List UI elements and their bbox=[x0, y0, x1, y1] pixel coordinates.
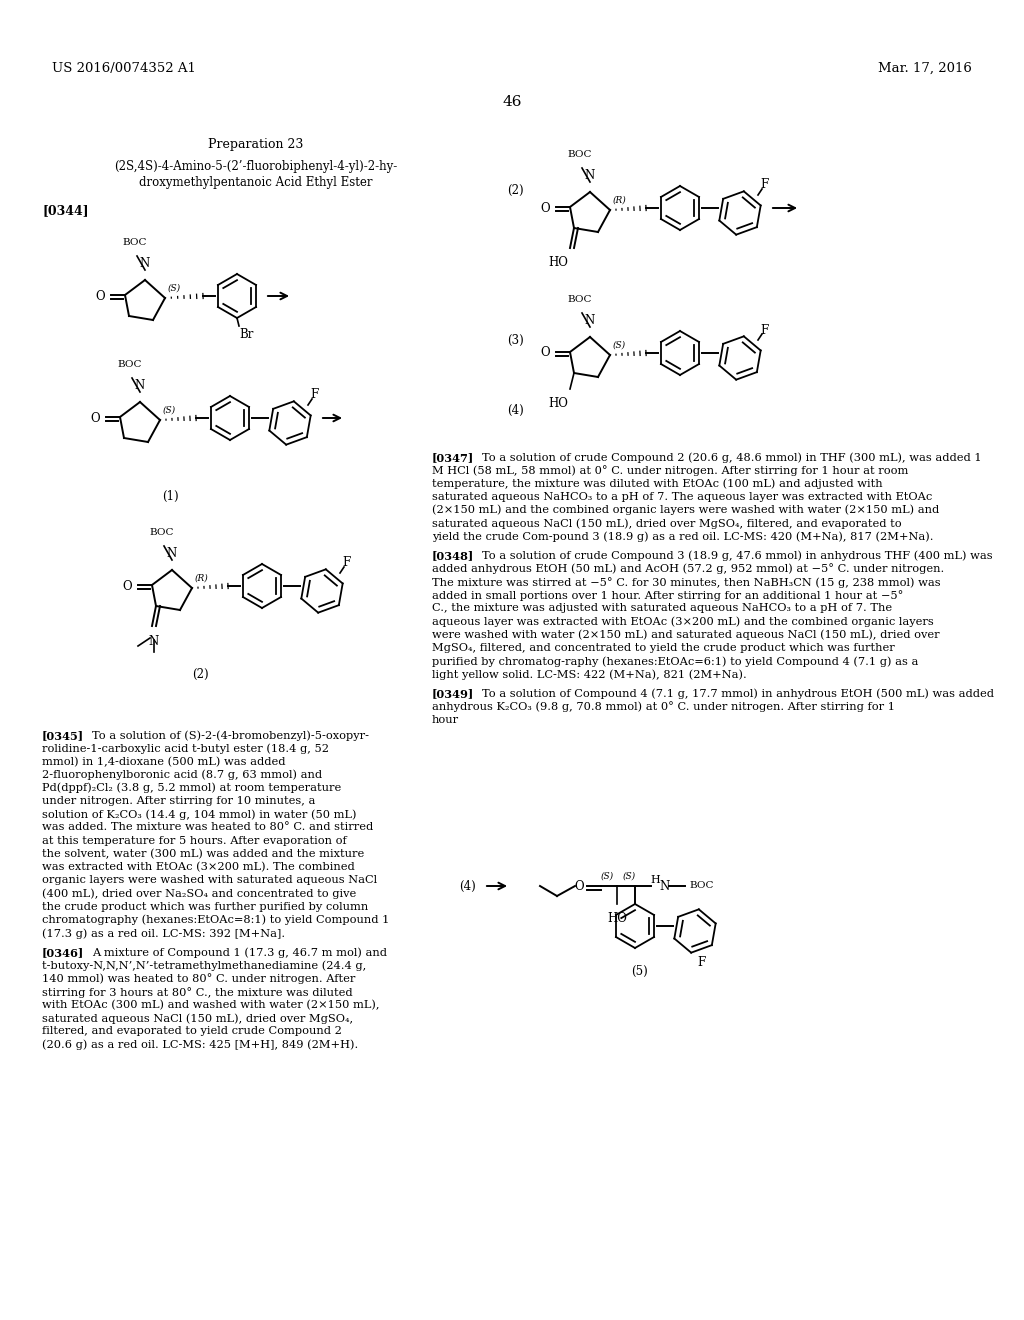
Text: purified by chromatog-raphy (hexanes:EtOAc=6:1) to yield Compound 4 (7.1 g) as a: purified by chromatog-raphy (hexanes:EtO… bbox=[432, 656, 919, 667]
Text: (S): (S) bbox=[613, 341, 626, 350]
Text: solution of K₂CO₃ (14.4 g, 104 mmol) in water (50 mL): solution of K₂CO₃ (14.4 g, 104 mmol) in … bbox=[42, 809, 356, 820]
Text: BOC: BOC bbox=[567, 150, 592, 158]
Text: was extracted with EtOAc (3×200 mL). The combined: was extracted with EtOAc (3×200 mL). The… bbox=[42, 862, 354, 873]
Text: [0345]: [0345] bbox=[42, 730, 84, 741]
Text: (20.6 g) as a red oil. LC-MS: 425 [M+H], 849 (2M+H).: (20.6 g) as a red oil. LC-MS: 425 [M+H],… bbox=[42, 1040, 358, 1051]
Text: light yellow solid. LC-MS: 422 (M+Na), 821 (2M+Na).: light yellow solid. LC-MS: 422 (M+Na), 8… bbox=[432, 669, 746, 680]
Text: (S): (S) bbox=[623, 871, 636, 880]
Text: were washed with water (2×150 mL) and saturated aqueous NaCl (150 mL), dried ove: were washed with water (2×150 mL) and sa… bbox=[432, 630, 940, 640]
Text: BOC: BOC bbox=[689, 882, 714, 891]
Text: O: O bbox=[95, 289, 105, 302]
Text: 46: 46 bbox=[502, 95, 522, 110]
Text: F: F bbox=[760, 178, 768, 191]
Text: [0349]: [0349] bbox=[432, 689, 474, 700]
Text: BOC: BOC bbox=[118, 360, 142, 370]
Text: O: O bbox=[90, 412, 100, 425]
Text: (400 mL), dried over Na₂SO₄ and concentrated to give: (400 mL), dried over Na₂SO₄ and concentr… bbox=[42, 888, 356, 899]
Text: (S): (S) bbox=[163, 405, 176, 414]
Text: BOC: BOC bbox=[123, 238, 147, 247]
Text: To a solution of Compound 4 (7.1 g, 17.7 mmol) in anhydrous EtOH (500 mL) was ad: To a solution of Compound 4 (7.1 g, 17.7… bbox=[482, 689, 994, 700]
Text: saturated aqueous NaCl (150 mL), dried over MgSO₄, filtered, and evaporated to: saturated aqueous NaCl (150 mL), dried o… bbox=[432, 517, 901, 528]
Text: BOC: BOC bbox=[567, 294, 592, 304]
Text: under nitrogen. After stirring for 10 minutes, a: under nitrogen. After stirring for 10 mi… bbox=[42, 796, 315, 807]
Text: (4): (4) bbox=[460, 879, 476, 892]
Text: droxymethylpentanoic Acid Ethyl Ester: droxymethylpentanoic Acid Ethyl Ester bbox=[139, 176, 373, 189]
Text: O: O bbox=[574, 879, 584, 892]
Text: C., the mixture was adjusted with saturated aqueous NaHCO₃ to a pH of 7. The: C., the mixture was adjusted with satura… bbox=[432, 603, 892, 614]
Text: H: H bbox=[650, 875, 659, 884]
Text: yield the crude Com-pound 3 (18.9 g) as a red oil. LC-MS: 420 (M+Na), 817 (2M+Na: yield the crude Com-pound 3 (18.9 g) as … bbox=[432, 531, 934, 541]
Text: (1): (1) bbox=[162, 490, 178, 503]
Text: N: N bbox=[659, 879, 670, 892]
Text: HO: HO bbox=[548, 397, 568, 411]
Text: aqueous layer was extracted with EtOAc (3×200 mL) and the combined organic layer: aqueous layer was extracted with EtOAc (… bbox=[432, 616, 934, 627]
Text: (2×150 mL) and the combined organic layers were washed with water (2×150 mL) and: (2×150 mL) and the combined organic laye… bbox=[432, 504, 939, 515]
Text: (4): (4) bbox=[507, 404, 523, 417]
Text: (5): (5) bbox=[632, 965, 648, 978]
Text: To a solution of crude Compound 2 (20.6 g, 48.6 mmol) in THF (300 mL), was added: To a solution of crude Compound 2 (20.6 … bbox=[482, 451, 982, 462]
Text: F: F bbox=[342, 557, 350, 569]
Text: N: N bbox=[167, 546, 177, 560]
Text: (2): (2) bbox=[507, 183, 523, 197]
Text: HO: HO bbox=[548, 256, 568, 269]
Text: O: O bbox=[123, 579, 132, 593]
Text: saturated aqueous NaCl (150 mL), dried over MgSO₄,: saturated aqueous NaCl (150 mL), dried o… bbox=[42, 1014, 353, 1024]
Text: temperature, the mixture was diluted with EtOAc (100 mL) and adjusted with: temperature, the mixture was diluted wit… bbox=[432, 478, 883, 488]
Text: t-butoxy-N,N,N’,N’-tetramethylmethanediamine (24.4 g,: t-butoxy-N,N,N’,N’-tetramethylmethanedia… bbox=[42, 961, 367, 972]
Text: (R): (R) bbox=[613, 195, 627, 205]
Text: N: N bbox=[135, 379, 145, 392]
Text: O: O bbox=[541, 202, 550, 214]
Text: mmol) in 1,4-dioxane (500 mL) was added: mmol) in 1,4-dioxane (500 mL) was added bbox=[42, 756, 286, 767]
Text: was added. The mixture was heated to 80° C. and stirred: was added. The mixture was heated to 80°… bbox=[42, 822, 374, 833]
Text: MgSO₄, filtered, and concentrated to yield the crude product which was further: MgSO₄, filtered, and concentrated to yie… bbox=[432, 643, 895, 653]
Text: (R): (R) bbox=[195, 573, 209, 582]
Text: F: F bbox=[760, 323, 768, 337]
Text: with EtOAc (300 mL) and washed with water (2×150 mL),: with EtOAc (300 mL) and washed with wate… bbox=[42, 1001, 380, 1010]
Text: N: N bbox=[585, 169, 595, 182]
Text: A mixture of Compound 1 (17.3 g, 46.7 m mol) and: A mixture of Compound 1 (17.3 g, 46.7 m … bbox=[92, 948, 387, 958]
Text: 2-fluorophenylboronic acid (8.7 g, 63 mmol) and: 2-fluorophenylboronic acid (8.7 g, 63 mm… bbox=[42, 770, 323, 780]
Text: M HCl (58 mL, 58 mmol) at 0° C. under nitrogen. After stirring for 1 hour at roo: M HCl (58 mL, 58 mmol) at 0° C. under ni… bbox=[432, 465, 908, 477]
Text: hour: hour bbox=[432, 715, 459, 725]
Text: Br: Br bbox=[239, 327, 253, 341]
Text: chromatography (hexanes:EtOAc=8:1) to yield Compound 1: chromatography (hexanes:EtOAc=8:1) to yi… bbox=[42, 915, 389, 925]
Text: [0344]: [0344] bbox=[42, 205, 89, 216]
Text: the crude product which was further purified by column: the crude product which was further puri… bbox=[42, 902, 369, 912]
Text: The mixture was stirred at −5° C. for 30 minutes, then NaBH₃CN (15 g, 238 mmol) : The mixture was stirred at −5° C. for 30… bbox=[432, 577, 941, 587]
Text: F: F bbox=[697, 957, 706, 969]
Text: (2): (2) bbox=[191, 668, 208, 681]
Text: added in small portions over 1 hour. After stirring for an additional 1 hour at : added in small portions over 1 hour. Aft… bbox=[432, 590, 903, 601]
Text: HO: HO bbox=[607, 912, 627, 925]
Text: N: N bbox=[148, 635, 159, 648]
Text: (2S,4S)-4-Amino-5-(2’-fluorobiphenyl-4-yl)-2-hy-: (2S,4S)-4-Amino-5-(2’-fluorobiphenyl-4-y… bbox=[115, 160, 397, 173]
Text: Mar. 17, 2016: Mar. 17, 2016 bbox=[879, 62, 972, 75]
Text: To a solution of (S)-2-(4-bromobenzyl)-5-oxopyr-: To a solution of (S)-2-(4-bromobenzyl)-5… bbox=[92, 730, 369, 741]
Text: [0347]: [0347] bbox=[432, 451, 474, 463]
Text: added anhydrous EtOH (50 mL) and AcOH (57.2 g, 952 mmol) at −5° C. under nitroge: added anhydrous EtOH (50 mL) and AcOH (5… bbox=[432, 564, 944, 574]
Text: (17.3 g) as a red oil. LC-MS: 392 [M+Na].: (17.3 g) as a red oil. LC-MS: 392 [M+Na]… bbox=[42, 928, 285, 939]
Text: organic layers were washed with saturated aqueous NaCl: organic layers were washed with saturate… bbox=[42, 875, 377, 886]
Text: saturated aqueous NaHCO₃ to a pH of 7. The aqueous layer was extracted with EtOA: saturated aqueous NaHCO₃ to a pH of 7. T… bbox=[432, 491, 932, 502]
Text: F: F bbox=[310, 388, 318, 401]
Text: Preparation 23: Preparation 23 bbox=[208, 139, 304, 150]
Text: filtered, and evaporated to yield crude Compound 2: filtered, and evaporated to yield crude … bbox=[42, 1027, 342, 1036]
Text: O: O bbox=[541, 346, 550, 359]
Text: BOC: BOC bbox=[150, 528, 174, 537]
Text: US 2016/0074352 A1: US 2016/0074352 A1 bbox=[52, 62, 196, 75]
Text: (S): (S) bbox=[168, 284, 181, 293]
Text: (S): (S) bbox=[600, 871, 613, 880]
Text: [0348]: [0348] bbox=[432, 550, 474, 561]
Text: (3): (3) bbox=[507, 334, 523, 346]
Text: To a solution of crude Compound 3 (18.9 g, 47.6 mmol) in anhydrous THF (400 mL) : To a solution of crude Compound 3 (18.9 … bbox=[482, 550, 992, 561]
Text: rolidine-1-carboxylic acid t-butyl ester (18.4 g, 52: rolidine-1-carboxylic acid t-butyl ester… bbox=[42, 743, 329, 754]
Text: the solvent, water (300 mL) was added and the mixture: the solvent, water (300 mL) was added an… bbox=[42, 849, 365, 859]
Text: anhydrous K₂CO₃ (9.8 g, 70.8 mmol) at 0° C. under nitrogen. After stirring for 1: anhydrous K₂CO₃ (9.8 g, 70.8 mmol) at 0°… bbox=[432, 702, 895, 713]
Text: Pd(dppf)₂Cl₂ (3.8 g, 5.2 mmol) at room temperature: Pd(dppf)₂Cl₂ (3.8 g, 5.2 mmol) at room t… bbox=[42, 783, 341, 793]
Text: N: N bbox=[140, 257, 151, 271]
Text: stirring for 3 hours at 80° C., the mixture was diluted: stirring for 3 hours at 80° C., the mixt… bbox=[42, 987, 352, 998]
Text: 140 mmol) was heated to 80° C. under nitrogen. After: 140 mmol) was heated to 80° C. under nit… bbox=[42, 974, 355, 985]
Text: N: N bbox=[585, 314, 595, 327]
Text: [0346]: [0346] bbox=[42, 948, 84, 958]
Text: at this temperature for 5 hours. After evaporation of: at this temperature for 5 hours. After e… bbox=[42, 836, 347, 846]
